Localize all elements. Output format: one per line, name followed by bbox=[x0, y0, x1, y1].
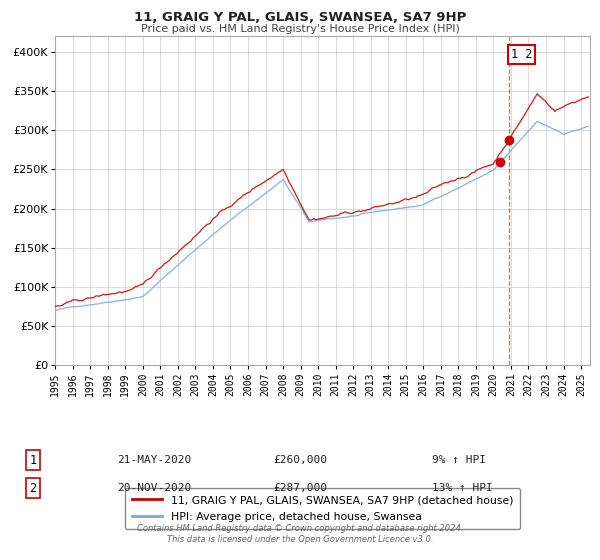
Text: 2: 2 bbox=[29, 482, 37, 495]
Text: Price paid vs. HM Land Registry's House Price Index (HPI): Price paid vs. HM Land Registry's House … bbox=[140, 24, 460, 34]
Text: Contains HM Land Registry data © Crown copyright and database right 2024.: Contains HM Land Registry data © Crown c… bbox=[137, 524, 463, 533]
Legend: 11, GRAIG Y PAL, GLAIS, SWANSEA, SA7 9HP (detached house), HPI: Average price, d: 11, GRAIG Y PAL, GLAIS, SWANSEA, SA7 9HP… bbox=[125, 488, 520, 529]
Text: 13% ↑ HPI: 13% ↑ HPI bbox=[432, 483, 493, 493]
Text: 21-MAY-2020: 21-MAY-2020 bbox=[117, 455, 191, 465]
Text: £287,000: £287,000 bbox=[273, 483, 327, 493]
Text: This data is licensed under the Open Government Licence v3.0.: This data is licensed under the Open Gov… bbox=[167, 535, 433, 544]
Text: 20-NOV-2020: 20-NOV-2020 bbox=[117, 483, 191, 493]
Text: 1 2: 1 2 bbox=[511, 48, 532, 61]
Text: £260,000: £260,000 bbox=[273, 455, 327, 465]
Text: 1: 1 bbox=[29, 454, 37, 467]
Text: 11, GRAIG Y PAL, GLAIS, SWANSEA, SA7 9HP: 11, GRAIG Y PAL, GLAIS, SWANSEA, SA7 9HP bbox=[134, 11, 466, 24]
Text: 9% ↑ HPI: 9% ↑ HPI bbox=[432, 455, 486, 465]
